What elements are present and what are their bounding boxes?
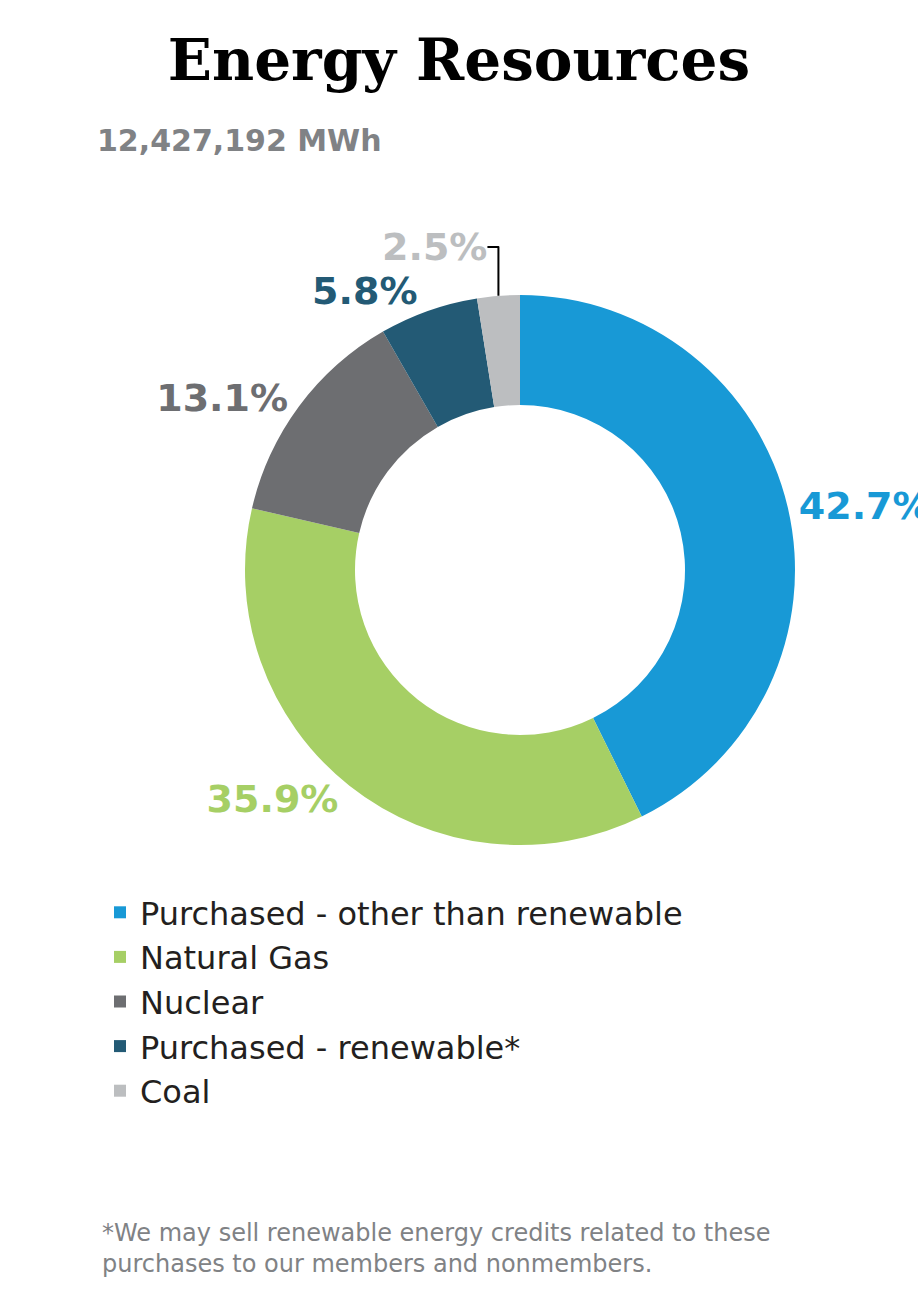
svg-text:2.5%: 2.5% — [382, 225, 487, 269]
svg-text:Coal: Coal — [140, 1073, 210, 1111]
svg-text:35.9%: 35.9% — [207, 777, 339, 821]
svg-text:12,427,192 MWh: 12,427,192 MWh — [97, 123, 382, 158]
svg-text:*We may sell renewable energy: *We may sell renewable energy credits re… — [102, 1219, 770, 1278]
svg-text:5.8%: 5.8% — [312, 269, 417, 313]
svg-text:42.7%: 42.7% — [799, 484, 918, 528]
svg-text:Purchased - renewable*: Purchased - renewable* — [140, 1029, 520, 1067]
svg-text:Natural Gas: Natural Gas — [140, 939, 329, 977]
svg-text:Energy Resources: Energy Resources — [168, 26, 750, 94]
svg-text:13.1%: 13.1% — [156, 376, 288, 420]
svg-text:Nuclear: Nuclear — [140, 984, 264, 1022]
svg-text:Purchased - other than renewab: Purchased - other than renewable — [140, 895, 683, 933]
